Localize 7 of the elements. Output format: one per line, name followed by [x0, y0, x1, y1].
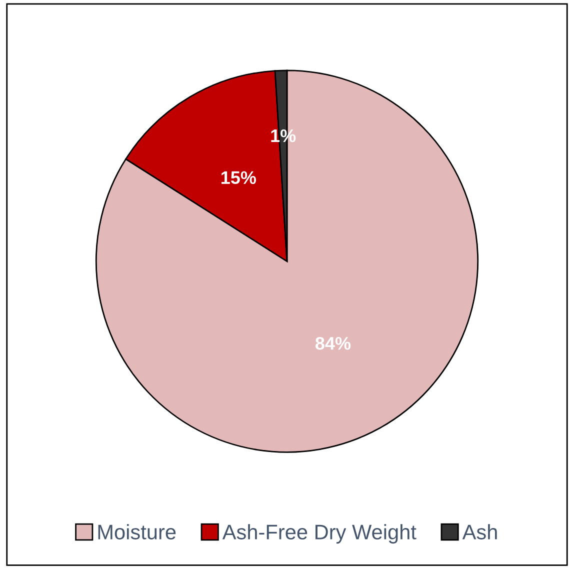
legend-label: Ash-Free Dry Weight [222, 524, 416, 544]
pie-slice [95, 70, 479, 453]
legend-label: Ash [462, 524, 497, 540]
data-label: 84% [315, 336, 351, 350]
legend-label: Moisture [98, 524, 176, 540]
data-label: 15% [221, 171, 256, 184]
data-label: 1% [271, 129, 296, 142]
